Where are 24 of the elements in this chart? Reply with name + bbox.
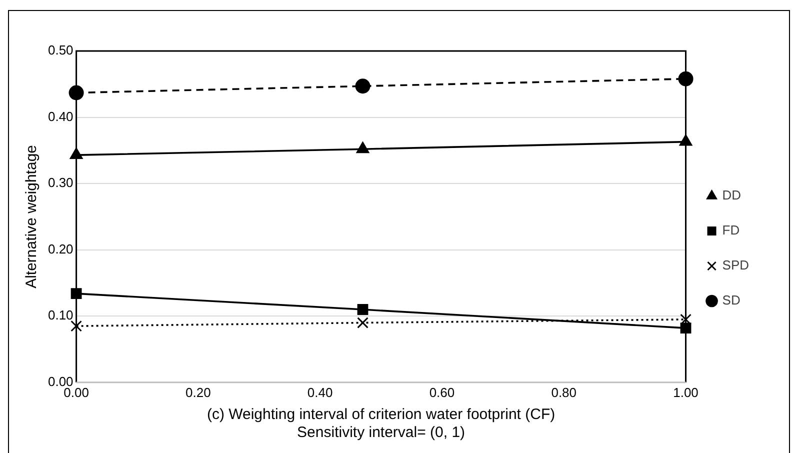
- x-tick-label: 1.00: [673, 384, 698, 400]
- x-tick-label: 0.20: [186, 384, 211, 400]
- y-tick-label: 0.50: [48, 42, 74, 58]
- y-tick-label: 0.10: [48, 308, 74, 323]
- legend-label: SD: [722, 292, 740, 308]
- point: [680, 314, 692, 326]
- point: [70, 320, 82, 332]
- y-tick-label: 0.40: [48, 108, 74, 124]
- point: [356, 142, 370, 154]
- y-tick-label: 0.20: [48, 241, 74, 256]
- x-tick-label: 0.80: [551, 384, 577, 400]
- legend-label: DD: [722, 188, 742, 203]
- x-tick-label: 0.40: [307, 384, 333, 400]
- legend-label: FD: [722, 222, 740, 238]
- y-axis-title: Alternative weightage: [23, 144, 40, 288]
- x-tick-label: 0.60: [429, 384, 455, 400]
- point: [355, 78, 370, 94]
- y-tick-label: 0.30: [48, 175, 74, 190]
- x-axis-title: (c) Weighting interval of criterion water footprint (CF): [206, 406, 556, 424]
- point: [357, 304, 368, 315]
- point: [357, 317, 368, 328]
- text: Sensitivity interval= (0, 1): [297, 424, 466, 442]
- y-tick-label: 0.00: [48, 374, 74, 389]
- legend-label: SPD: [722, 258, 750, 273]
